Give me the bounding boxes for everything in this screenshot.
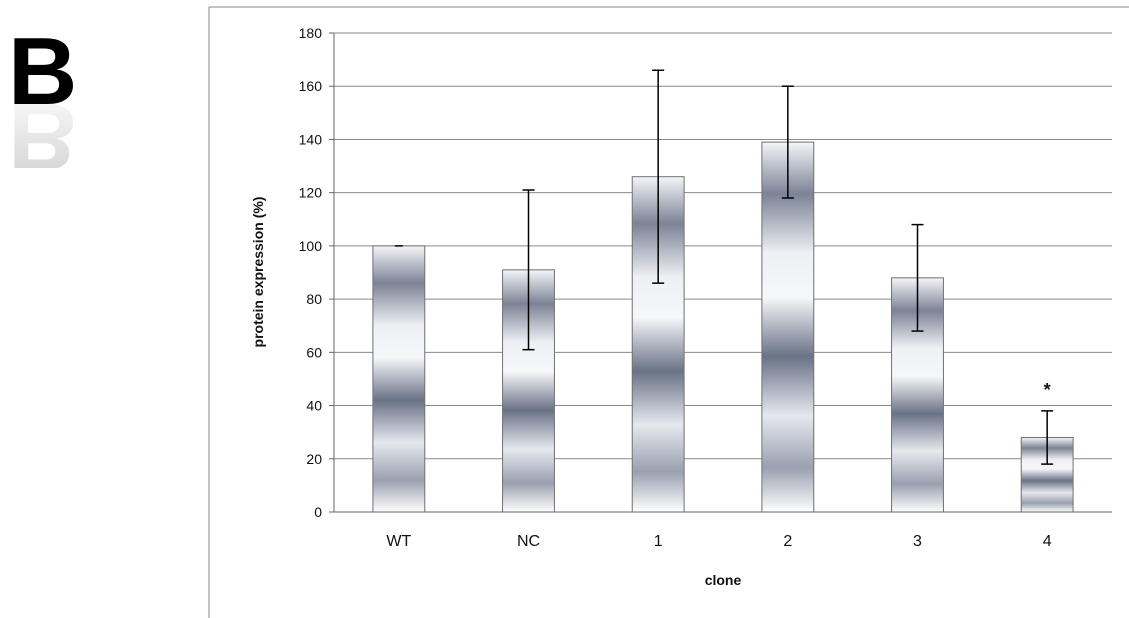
x-tick-label: 4	[1043, 533, 1052, 550]
y-tick-label: 180	[299, 25, 323, 41]
bars	[372, 141, 1074, 513]
x-tick-label: 3	[913, 533, 922, 550]
bar-2	[761, 141, 815, 513]
y-tick-label: 0	[314, 504, 322, 520]
y-tick-label: 80	[306, 291, 322, 307]
panel-letter-text: B	[8, 18, 76, 125]
y-tick-label: 120	[299, 185, 323, 201]
annotations: *	[1044, 380, 1051, 400]
y-tick-label: 100	[299, 238, 323, 254]
significance-marker: *	[1044, 380, 1051, 400]
x-tick-label: WT	[386, 533, 411, 550]
bar-WT	[372, 245, 426, 513]
y-tick-label: 140	[299, 131, 323, 147]
gridlines	[329, 32, 1112, 513]
y-tick-label: 60	[306, 344, 322, 360]
x-tick-label: NC	[517, 533, 540, 550]
x-tick-label: 1	[654, 533, 663, 550]
y-axis-title: protein expression (%)	[250, 197, 266, 348]
y-tick-label: 20	[306, 451, 322, 467]
y-tick-labels: 0 20 40 60 80 100 120 140 160 180	[299, 25, 323, 520]
x-tick-labels: WT NC 1 2 3 4	[386, 533, 1051, 550]
panel-letter: B B	[8, 18, 76, 168]
x-axis-title: clone	[705, 572, 742, 588]
x-tick-label: 2	[783, 533, 792, 550]
y-tick-label: 40	[306, 398, 322, 414]
error-bars	[394, 69, 1054, 465]
panel-letter-reflection: B	[8, 83, 76, 168]
y-tick-label: 160	[299, 78, 323, 94]
